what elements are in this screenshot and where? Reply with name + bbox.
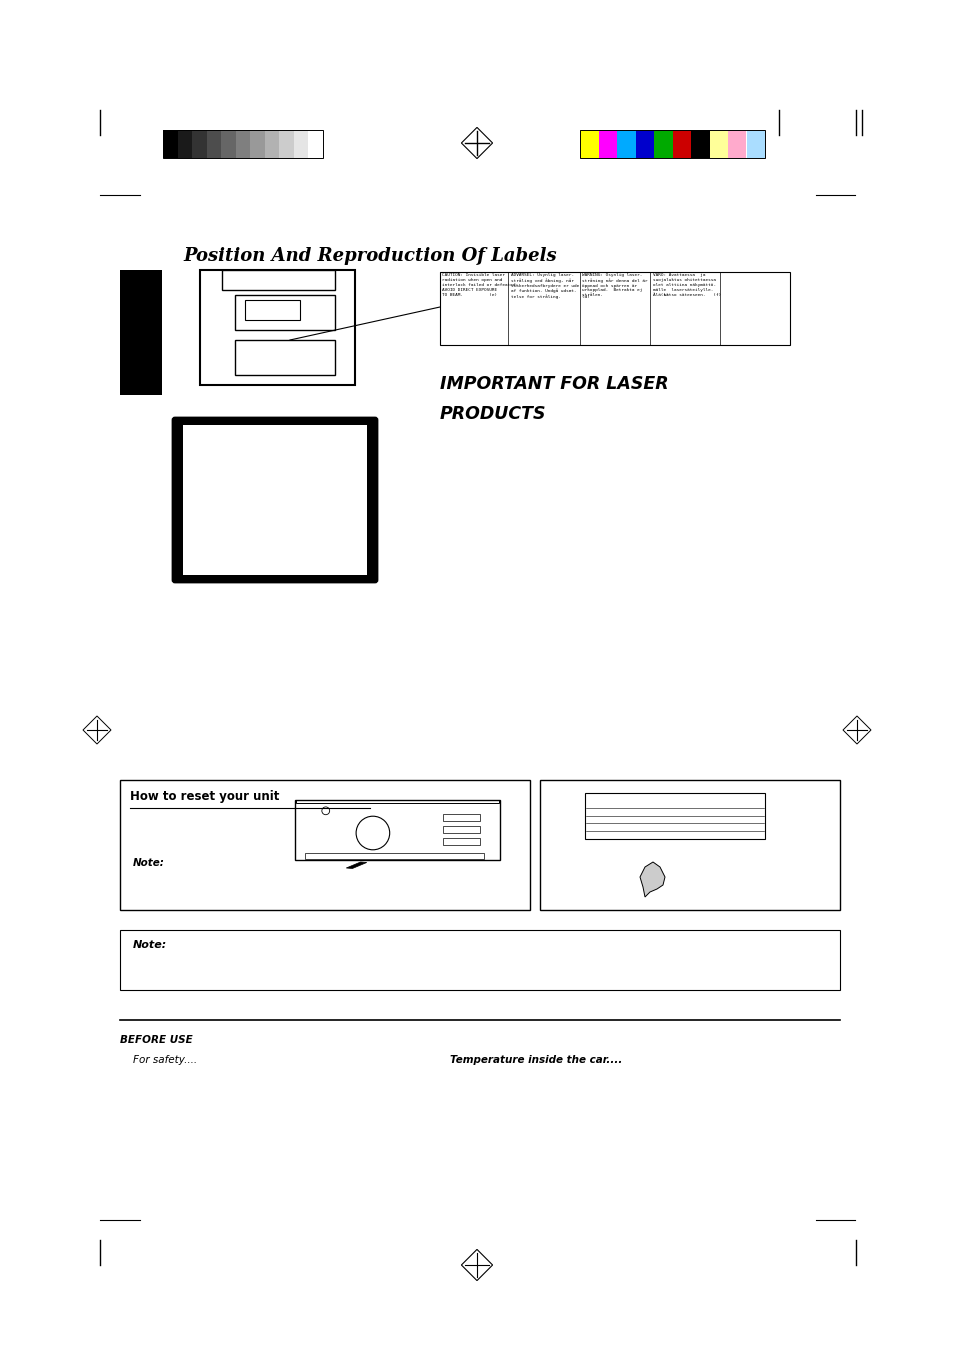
Bar	[234, 295, 335, 330]
Bar	[250, 130, 265, 158]
Bar	[635, 130, 654, 158]
Bar	[579, 130, 598, 158]
Bar	[222, 270, 335, 290]
Bar	[439, 272, 789, 345]
Bar	[709, 130, 727, 158]
Bar	[584, 793, 764, 839]
Bar	[745, 130, 764, 158]
Bar	[120, 780, 530, 911]
Bar	[245, 300, 299, 320]
Text: Temperature inside the car....: Temperature inside the car....	[450, 1055, 621, 1065]
Text: Position And Reproduction Of Labels: Position And Reproduction Of Labels	[183, 247, 556, 265]
Bar	[617, 130, 635, 158]
Bar	[207, 130, 221, 158]
Bar	[579, 130, 764, 158]
Text: WARNING: Osynlig laser-
stråning når denna del är
öppnad och spärren är
urkoppla: WARNING: Osynlig laser- stråning når den…	[581, 273, 668, 297]
Bar	[200, 270, 355, 385]
FancyBboxPatch shape	[172, 417, 376, 582]
Polygon shape	[639, 862, 664, 897]
Bar	[672, 130, 690, 158]
Bar	[539, 780, 840, 911]
Text: For safety....: For safety....	[132, 1055, 197, 1065]
Bar	[442, 813, 479, 821]
Bar	[221, 130, 235, 158]
Bar	[265, 130, 279, 158]
Bar	[442, 825, 479, 834]
Bar	[177, 130, 192, 158]
Bar	[279, 130, 294, 158]
Bar	[294, 800, 499, 861]
Bar	[163, 130, 177, 158]
Bar	[120, 929, 840, 990]
Text: BEFORE USE: BEFORE USE	[120, 1035, 193, 1046]
Text: IMPORTANT FOR LASER: IMPORTANT FOR LASER	[439, 376, 668, 393]
Bar	[295, 800, 498, 802]
Text: VARO: Avattaessa  ja
suojaluktus ohitettaessa
olet alttiina näkymättö-
mälle  la: VARO: Avattaessa ja suojaluktus ohitetta…	[652, 273, 720, 297]
Text: Note:: Note:	[132, 858, 165, 867]
Bar	[305, 852, 483, 859]
Bar	[192, 130, 207, 158]
Text: CAUTION: Invisible laser
radiation when open and
interlock failed or defeated.
A: CAUTION: Invisible laser radiation when …	[441, 273, 517, 297]
Polygon shape	[346, 862, 366, 869]
Bar	[163, 130, 323, 158]
Bar	[183, 424, 367, 576]
Bar	[727, 130, 745, 158]
Text: Note:: Note:	[132, 940, 167, 950]
Bar	[690, 130, 709, 158]
Text: ADVARSEL: Usynlig laser-
stråling ved åbning, når
sikkerhedsafbrydere er ude
af : ADVARSEL: Usynlig laser- stråling ved åb…	[511, 273, 589, 299]
Bar	[235, 130, 250, 158]
Bar	[120, 270, 162, 394]
Bar	[308, 130, 323, 158]
Bar	[442, 838, 479, 844]
Bar	[234, 340, 335, 376]
Text: PRODUCTS: PRODUCTS	[439, 405, 546, 423]
Bar	[598, 130, 617, 158]
Bar	[654, 130, 672, 158]
Text: How to reset your unit: How to reset your unit	[130, 790, 279, 802]
Bar	[294, 130, 308, 158]
